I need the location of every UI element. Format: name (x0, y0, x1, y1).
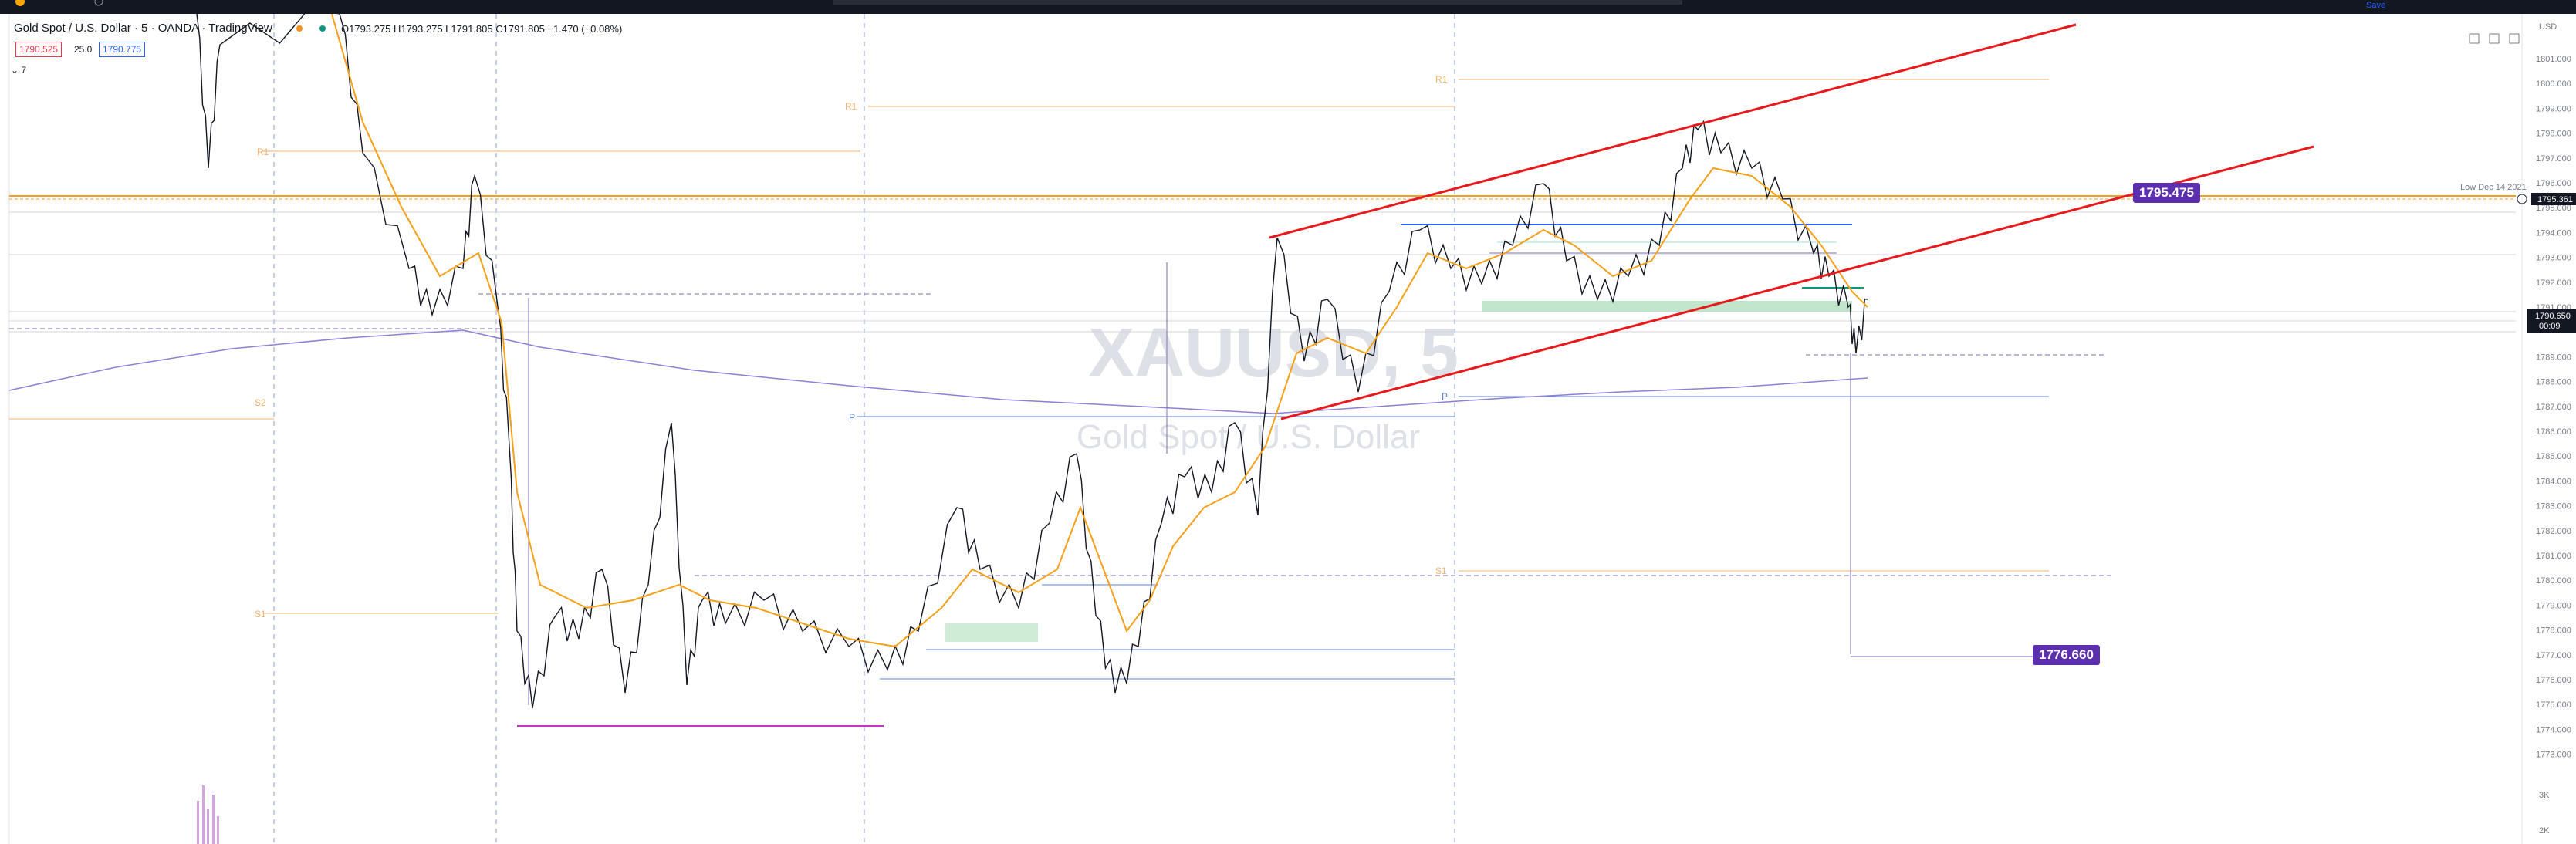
volume-tick: 3K (2539, 791, 2550, 800)
price-tick: 1777.000 (2536, 651, 2571, 660)
line-price-badge (2531, 193, 2576, 205)
symbol-title[interactable]: Gold Spot / U.S. Dollar · 5 · OANDA · Tr… (14, 22, 272, 35)
last-price-badge (2527, 309, 2576, 333)
price-candles (196, 14, 1868, 709)
price-tick: 1793.000 (2536, 254, 2571, 263)
line-price: 1795.361 (2537, 195, 2573, 204)
ask-price-box[interactable]: 1790.775 (99, 42, 146, 57)
symbol-watermark: XAUUSD, 5 (1088, 315, 1459, 392)
logo-icon (15, 0, 25, 6)
pivot-s1-label: S1 (255, 609, 266, 619)
price-tick: 1792.000 (2536, 279, 2571, 288)
price-tick: 1801.000 (2536, 55, 2571, 64)
target-upper-label[interactable]: 1795.475 (2133, 183, 2200, 203)
price-tick: 1781.000 (2536, 552, 2571, 561)
indicator-count: 7 (21, 65, 27, 76)
last-price: 1790.650 (2535, 312, 2571, 321)
horizontal-levels (9, 195, 2516, 727)
pivot-p-label: P (1442, 391, 1448, 402)
price-tick: 1787.000 (2536, 403, 2571, 412)
price-tick: 1782.000 (2536, 527, 2571, 536)
indicators-toggle[interactable]: ⌄ 7 (11, 65, 27, 76)
price-tick: 1776.000 (2536, 676, 2571, 685)
price-tick: 1789.000 (2536, 353, 2571, 362)
pivot-s1-label: S1 (1435, 565, 1447, 576)
price-tick: 1779.000 (2536, 601, 2571, 610)
data-status-icon (319, 25, 326, 32)
spread-value: 25.0 (74, 44, 93, 55)
demand-zone (945, 623, 1038, 642)
bid-price-box[interactable]: 1790.525 (15, 42, 63, 57)
alert-icon[interactable] (2517, 194, 2527, 204)
price-tick: 1780.000 (2536, 576, 2571, 586)
name-watermark: Gold Spot / U.S. Dollar (1077, 418, 1420, 456)
toolbar-icons[interactable] (0, 0, 1698, 14)
target-lower-label[interactable]: 1776.660 (2033, 645, 2100, 665)
price-tick: 1785.000 (2536, 452, 2571, 461)
price-tick: 1788.000 (2536, 378, 2571, 387)
ohlc-values: O1793.275 H1793.275 L1791.805 C1791.805 … (341, 23, 623, 35)
price-tick: 1783.000 (2536, 502, 2571, 511)
price-chart[interactable]: XAUUSD, 5 Gold Spot / U.S. Dollar R1 R1 … (0, 14, 2576, 844)
price-tick: 1778.000 (2536, 626, 2571, 636)
price-tick: 1794.000 (2536, 228, 2571, 238)
market-status-icon (296, 25, 303, 32)
top-toolbar: Save (0, 0, 2576, 14)
pivot-s2-label: S2 (255, 397, 266, 408)
price-tick: 1799.000 (2536, 104, 2571, 113)
price-tick: 1800.000 (2536, 79, 2571, 89)
pivot-r1-label: R1 (1435, 74, 1448, 85)
line-note: Low Dec 14 2021 (2460, 183, 2527, 192)
countdown: 00:09 (2539, 322, 2561, 331)
price-tick: 1786.000 (2536, 427, 2571, 437)
sma-line (8, 329, 1868, 414)
save-button[interactable]: Save (2366, 1, 2386, 10)
price-axis[interactable]: 1801.000 1800.000 1799.000 1798.000 1797.000… (2521, 14, 2576, 844)
price-tick: 1775.000 (2536, 701, 2571, 710)
axis-currency: USD (2539, 22, 2557, 32)
channel-upper-line[interactable] (1269, 23, 2077, 239)
drawing-tools-icon (833, 0, 1682, 5)
price-tick: 1795.000 (2536, 204, 2571, 213)
pivot-r1-label: R1 (845, 101, 857, 112)
price-tick: 1797.000 (2536, 154, 2571, 164)
price-tick: 1796.000 (2536, 179, 2571, 188)
price-tick: 1798.000 (2536, 130, 2571, 139)
price-tick: 1784.000 (2536, 477, 2571, 486)
price-tick: 1773.000 (2536, 751, 2571, 760)
price-tick: 1774.000 (2536, 725, 2571, 734)
pivot-p-label: P (849, 412, 855, 423)
pivot-lines (9, 79, 2049, 614)
volume-bars (197, 785, 219, 844)
volume-tick: 2K (2539, 826, 2550, 836)
ema-line (331, 14, 1868, 648)
clock-icon (94, 0, 103, 6)
demand-zone (1482, 301, 1852, 312)
pivot-r1-label: R1 (257, 147, 269, 157)
chart-window-controls[interactable] (2469, 33, 2520, 44)
